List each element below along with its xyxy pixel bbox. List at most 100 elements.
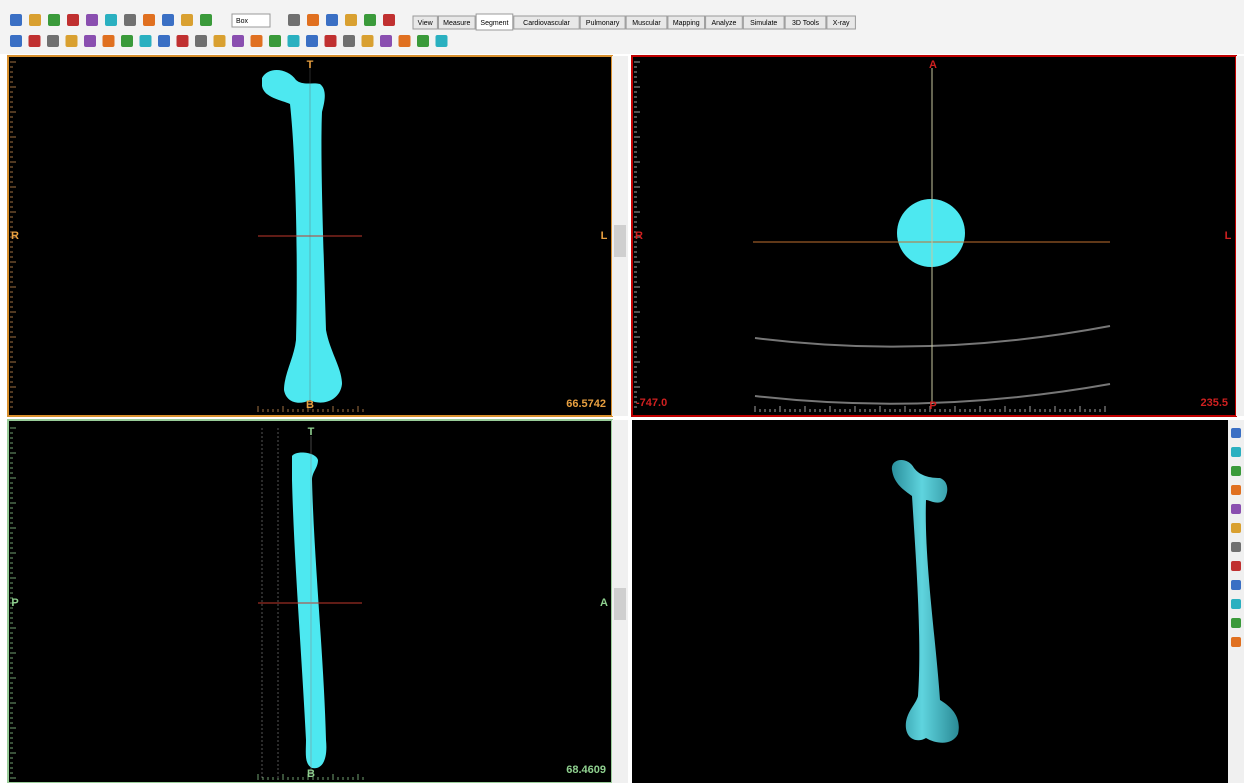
bone-3d-model[interactable] [891, 459, 959, 743]
scroll-thumb[interactable] [614, 225, 626, 257]
tab-label: Pulmonary [586, 20, 620, 27]
slice-position: 66.5742 [566, 398, 606, 410]
range-max: 235.5 [1200, 397, 1228, 409]
orientation-label: L [601, 230, 608, 242]
zoom-select[interactable] [231, 13, 271, 28]
tool-button[interactable] [232, 35, 244, 47]
tool-button[interactable] [383, 14, 395, 26]
bone-slice [897, 199, 965, 267]
tab-label: X-ray [833, 20, 850, 27]
tool-button[interactable] [105, 14, 117, 26]
tool-button[interactable] [1231, 504, 1241, 514]
tool-button[interactable] [124, 14, 136, 26]
tool-button[interactable] [380, 35, 392, 47]
tab[interactable] [705, 15, 743, 30]
tool-button[interactable] [28, 35, 41, 47]
tool-button[interactable] [143, 14, 155, 26]
tab[interactable] [412, 15, 438, 30]
tool-button[interactable] [195, 35, 207, 47]
tab-label: 3D Tools [792, 20, 820, 27]
tool-button[interactable] [102, 35, 115, 47]
tab-label: Analyze [711, 20, 736, 27]
tab-label: Measure [443, 20, 470, 27]
tool-button[interactable] [1231, 523, 1241, 533]
tab-label: Cardiovascular [523, 20, 570, 27]
orientation-label: A [600, 597, 608, 609]
tool-button[interactable] [1231, 637, 1241, 647]
tool-button[interactable] [121, 35, 133, 47]
tool-button[interactable] [1231, 618, 1241, 628]
tool-button[interactable] [65, 35, 78, 47]
tool-button[interactable] [1231, 580, 1241, 590]
tool-button[interactable] [67, 14, 79, 26]
rulers [10, 61, 1241, 780]
orientation-label: T [307, 59, 314, 71]
tool-button[interactable] [1231, 466, 1241, 476]
tool-button[interactable] [162, 14, 174, 26]
tool-button[interactable] [361, 35, 374, 47]
tool-button[interactable] [84, 35, 96, 47]
tool-button[interactable] [326, 14, 338, 26]
tab[interactable] [742, 15, 785, 30]
tab[interactable] [667, 15, 706, 30]
tool-button[interactable] [364, 14, 376, 26]
tool-button[interactable] [10, 35, 22, 47]
tool-button[interactable] [288, 14, 300, 26]
slice-position: 68.4609 [566, 764, 606, 776]
tool-button[interactable] [1231, 428, 1241, 438]
tab-label: Simulate [750, 20, 777, 27]
tool-button[interactable] [181, 14, 193, 26]
tool-button[interactable] [213, 35, 226, 47]
tool-button[interactable] [250, 35, 263, 47]
tab[interactable] [625, 15, 668, 30]
tool-button[interactable] [398, 35, 411, 47]
tab[interactable] [437, 15, 476, 30]
orientation-label: R [635, 230, 643, 242]
bone-slice [292, 452, 327, 769]
tool-button[interactable] [86, 14, 98, 26]
tab-label: Mapping [673, 20, 700, 27]
tool-button[interactable] [176, 35, 189, 47]
tool-button[interactable] [1231, 561, 1241, 571]
tab-label: View [418, 20, 434, 27]
tool-button[interactable] [139, 35, 152, 47]
tool-button[interactable] [47, 35, 59, 47]
tab[interactable] [826, 15, 856, 30]
tool-button[interactable] [343, 35, 355, 47]
scan-edge [754, 325, 1111, 348]
tool-button[interactable] [345, 14, 357, 26]
orientation-label: A [929, 59, 937, 71]
tool-button[interactable] [287, 35, 300, 47]
orientation-label: R [11, 230, 19, 242]
tool-button[interactable] [200, 14, 212, 26]
tool-button[interactable] [307, 14, 319, 26]
orientation-label: T [308, 426, 315, 438]
tab[interactable] [475, 13, 514, 31]
tool-button[interactable] [306, 35, 318, 47]
tool-button[interactable] [1231, 599, 1241, 609]
tool-button[interactable] [269, 35, 281, 47]
tool-button[interactable] [158, 35, 170, 47]
tool-button[interactable] [48, 14, 60, 26]
tool-button[interactable] [435, 35, 448, 47]
tab[interactable] [513, 15, 580, 30]
tool-button[interactable] [10, 14, 22, 26]
tool-button[interactable] [417, 35, 429, 47]
orientation-label: P [11, 597, 18, 609]
scrollbar[interactable] [1236, 56, 1244, 416]
tool-button[interactable] [29, 14, 41, 26]
tab[interactable] [784, 15, 827, 30]
scroll-thumb[interactable] [614, 588, 626, 620]
tab-label: Muscular [632, 20, 661, 27]
tab-bar: View Measure Segment Cardiovascular Pulmonar… [412, 13, 856, 31]
orientation-label: L [1225, 230, 1232, 242]
tool-button[interactable] [1231, 542, 1241, 552]
tab[interactable] [579, 15, 626, 30]
tool-button[interactable] [324, 35, 337, 47]
tool-button[interactable] [1231, 485, 1241, 495]
orientation-label: P [929, 400, 936, 412]
toolbar-icons [10, 14, 448, 47]
tool-button[interactable] [1231, 447, 1241, 457]
zoom-select-label: Box [236, 18, 249, 25]
